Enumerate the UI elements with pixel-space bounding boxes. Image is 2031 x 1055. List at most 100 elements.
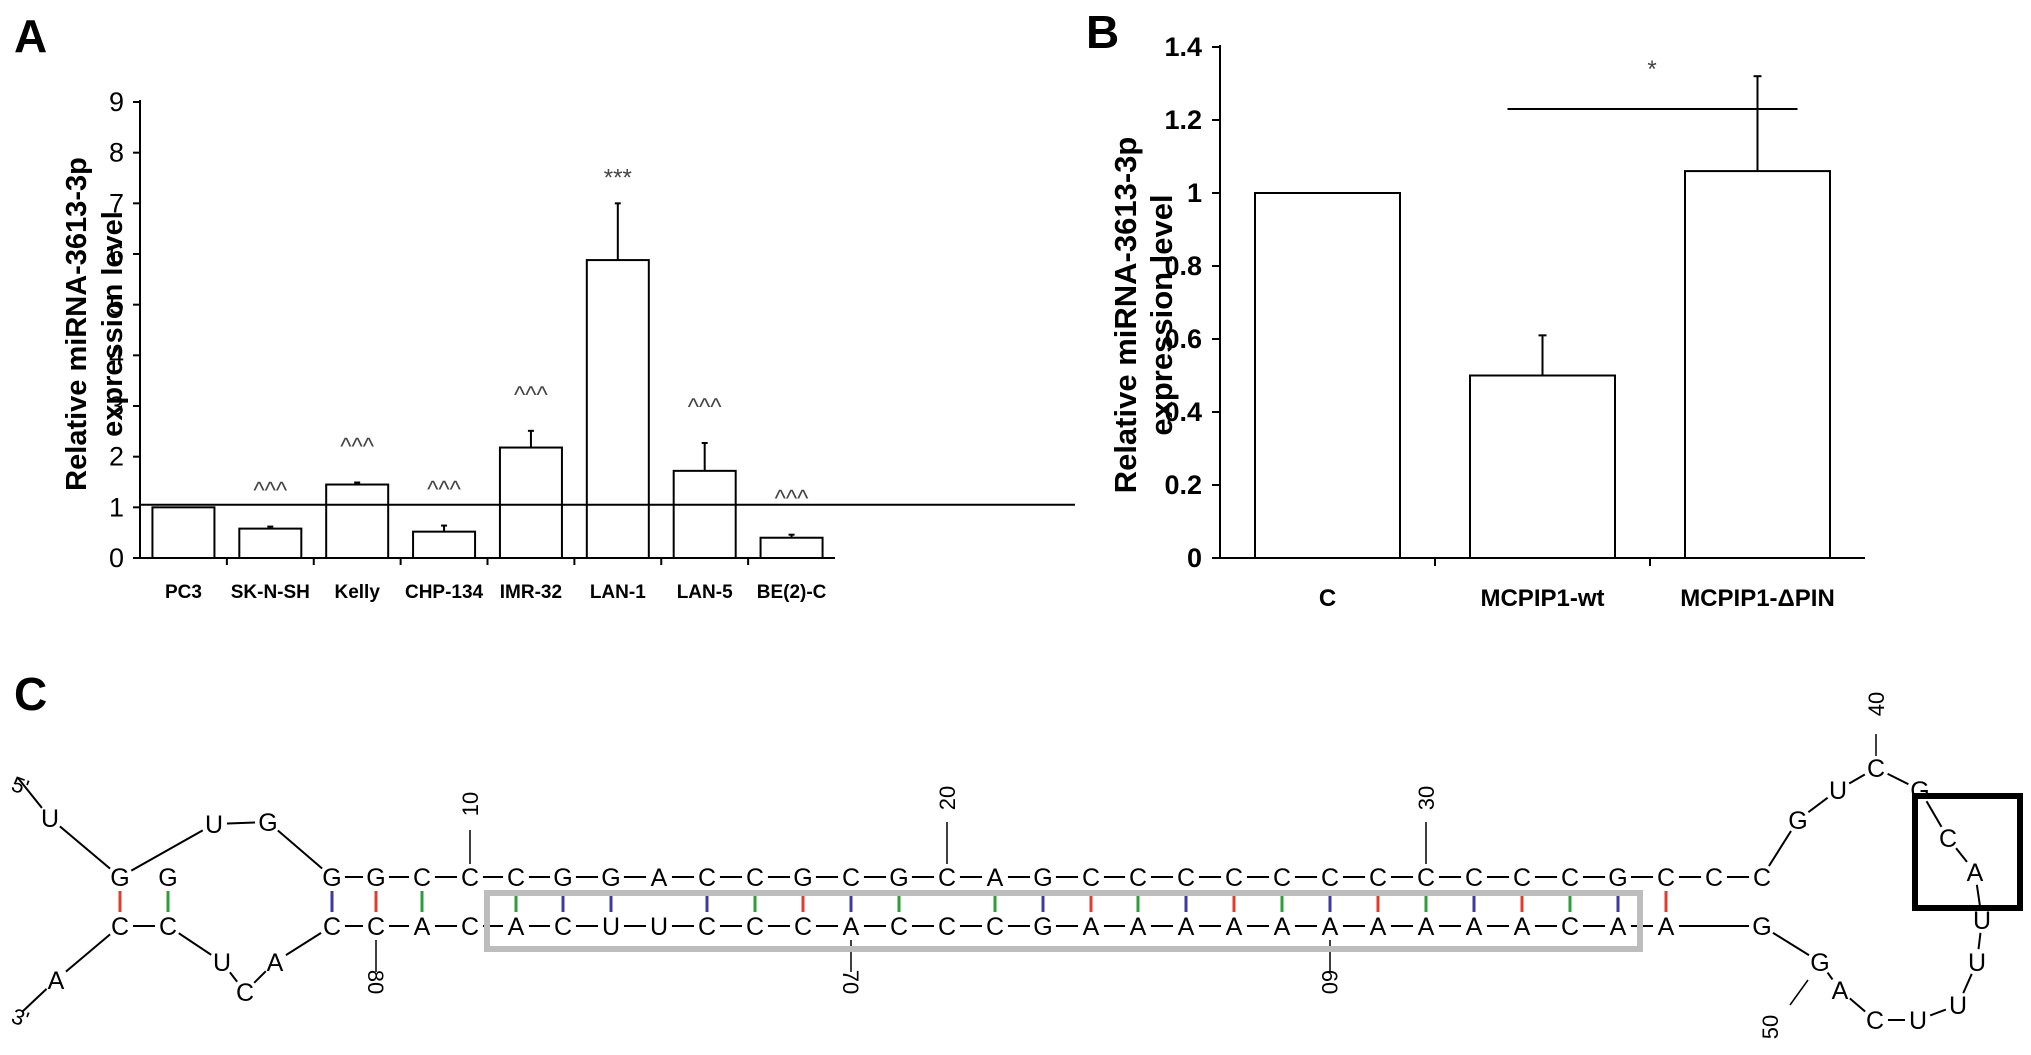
chart-a-category-label: LAN-1 — [590, 582, 646, 603]
chart-b-ytick-label: 0.8 — [1164, 251, 1202, 281]
hairpin-nucleotide: C — [1939, 825, 1957, 853]
nucleotide-bg — [838, 864, 864, 890]
hairpin-nucleotide: C — [1866, 1007, 1884, 1035]
bottom-strand-nucleotide: C — [159, 913, 177, 941]
bottom-strand-nucleotide: C — [794, 913, 812, 941]
nucleotide-bg — [1269, 913, 1295, 939]
chart-b-ytick-label: 0.4 — [1164, 397, 1202, 427]
chart-b-category-label: MCPIP1-ΔPIN — [1680, 585, 1835, 612]
nucleotide-bg — [1125, 864, 1151, 890]
top-strand-nucleotide: G — [110, 864, 129, 892]
nucleotide-bg — [1827, 977, 1853, 1003]
chart-a-ytick-label: 8 — [109, 138, 124, 168]
hairpin-nucleotide: U — [1829, 777, 1847, 805]
mature-mirna-highlight-box — [484, 890, 1643, 952]
top-strand-nucleotide: C — [461, 864, 479, 892]
three-prime-label: 3' — [8, 1003, 32, 1032]
bottom-strand-nucleotide: A — [1274, 913, 1291, 941]
bottom-strand-nucleotide: C — [554, 913, 572, 941]
bottom-strand-nucleotide: A — [1514, 913, 1531, 941]
backbone — [17, 777, 121, 878]
bottom-strand-nucleotide: G — [1033, 913, 1052, 941]
panel-c-label: C — [14, 668, 47, 720]
nucleotide-bg — [1964, 949, 1990, 975]
top-strand-nucleotide: G — [322, 864, 341, 892]
nucleotide-bg — [107, 913, 133, 939]
nucleotide-bg — [1221, 913, 1247, 939]
left-loop-nucleotide: U — [213, 949, 231, 977]
nucleotide-bg — [1509, 913, 1535, 939]
bottom-strand-nucleotide: C — [698, 913, 716, 941]
top-strand-nucleotide: C — [1225, 864, 1243, 892]
bottom-strand-nucleotide: A — [1226, 913, 1243, 941]
rna-secondary-structure: G G G G C C C G G A C C G C G C A G C C C C C C C C C C C G C C CC C C C A C A… — [8, 692, 2023, 1039]
bottom-strand-nucleotide: C — [111, 913, 129, 941]
nucleotide-bg — [1221, 864, 1247, 890]
nucleotide-bg — [155, 913, 181, 939]
nucleotide-bg — [886, 864, 912, 890]
nucleotide-bg — [1557, 913, 1583, 939]
hairpin-nucleotide: C — [1867, 755, 1885, 783]
nucleotide-bg — [262, 949, 288, 975]
chart-a-category-label: PC3 — [165, 582, 202, 603]
bottom-strand-nucleotide: A — [1322, 913, 1339, 941]
bottom-strand-nucleotide: U — [650, 913, 668, 941]
chart-a-ylabel-line1: Relative miRNA-3613-3p — [61, 157, 93, 491]
chart-b-ytick-label: 0.2 — [1164, 470, 1202, 500]
chart-a-ytick-label: 3 — [109, 391, 124, 421]
nucleotide-bg — [1862, 1007, 1888, 1033]
top-strand-nucleotide: C — [1417, 864, 1435, 892]
top-strand-nucleotide: C — [1321, 864, 1339, 892]
nucleotide-bg — [934, 864, 960, 890]
bottom-strand-nucleotide: A — [843, 913, 860, 941]
nucleotide-bg — [1807, 949, 1833, 975]
bottom-strand-nucleotide: A — [1658, 913, 1675, 941]
nucleotide-bg — [1030, 864, 1056, 890]
nucleotide-bg — [934, 913, 960, 939]
top-strand-nucleotide: G — [793, 864, 812, 892]
top-strand-nucleotide: G — [601, 864, 620, 892]
nucleotide-bg — [1413, 913, 1439, 939]
hairpin-nucleotide: U — [1949, 992, 1967, 1020]
nucleotide-bg — [1509, 864, 1535, 890]
left-loop-nucleotide: G — [258, 809, 277, 837]
backbone — [119, 820, 333, 878]
left-loop-nucleotide: C — [236, 979, 254, 1007]
top-strand-nucleotide: G — [158, 864, 177, 892]
position-label: 20 — [935, 786, 960, 810]
hairpin-nucleotide: U — [1968, 949, 1986, 977]
top-strand-nucleotide: C — [507, 864, 525, 892]
chart-a-ytick-label: 4 — [109, 340, 124, 370]
bottom-strand-nucleotide: C — [461, 913, 479, 941]
chart-a-ylabel-line2: expression level — [97, 211, 129, 437]
nucleotide-bg — [1078, 864, 1104, 890]
chart-a-ytick-label: 2 — [109, 442, 124, 472]
bottom-strand-nucleotide: A — [1178, 913, 1195, 941]
nucleotide-bg — [409, 913, 435, 939]
nucleotide-bg — [550, 913, 576, 939]
top-strand-nucleotide: C — [1657, 864, 1675, 892]
chart-a-significance-label: ^^^ — [340, 434, 375, 461]
nucleotide-bg — [790, 913, 816, 939]
top-strand-nucleotide: G — [366, 864, 385, 892]
position-tick — [1789, 979, 1809, 1006]
bottom-strand-nucleotide: A — [1130, 913, 1147, 941]
position-label: 40 — [1864, 692, 1889, 716]
nucleotide-bg — [1557, 864, 1583, 890]
nucleotide-bg — [742, 864, 768, 890]
nucleotide-bg — [646, 864, 672, 890]
nucleotide-bg — [982, 913, 1008, 939]
chart-b-bar — [1469, 374, 1616, 559]
nucleotide-bg — [598, 864, 624, 890]
top-strand-nucleotide: C — [698, 864, 716, 892]
nucleotide-bg — [319, 913, 345, 939]
chart-a-ytick-label: 6 — [109, 239, 124, 269]
nucleotide-bg — [209, 949, 235, 975]
nucleotide-bg — [1969, 907, 1995, 933]
hairpin-nucleotide: A — [1832, 977, 1849, 1005]
chart-a-significance-label: ^^^ — [253, 478, 288, 505]
top-strand-nucleotide: C — [1129, 864, 1147, 892]
nucleotide-bg — [363, 913, 389, 939]
nucleotide-bg — [598, 913, 624, 939]
chart-a-category-label: CHP-134 — [405, 582, 484, 603]
